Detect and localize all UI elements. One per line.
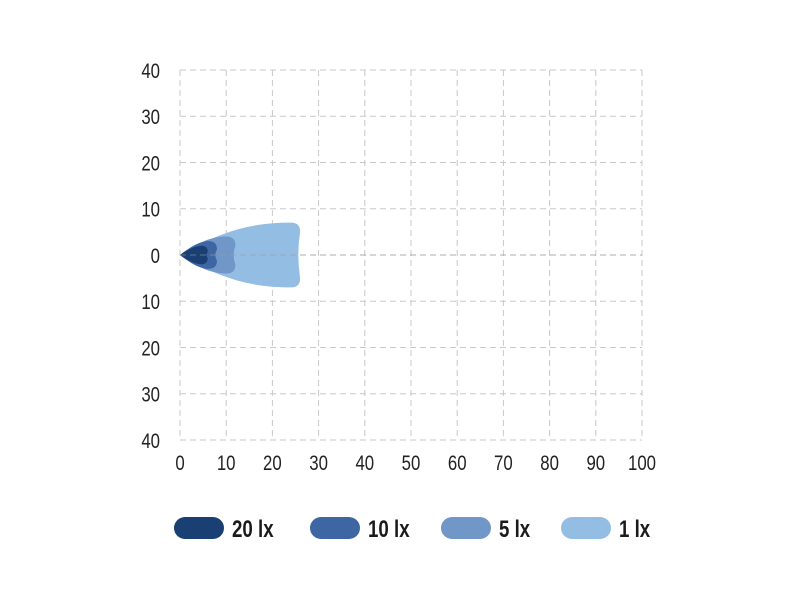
x-tick-label: 20 (263, 452, 282, 475)
x-tick-label: 50 (402, 452, 421, 475)
x-tick-label: 30 (309, 452, 328, 475)
y-tick-label: 30 (141, 384, 160, 407)
x-tick-label: 60 (448, 452, 467, 475)
x-tick-label: 0 (175, 452, 184, 475)
legend-swatch (174, 517, 224, 539)
legend-item: 10 lx (310, 516, 410, 543)
legend-label: 5 lx (499, 516, 530, 543)
y-tick-label: 10 (141, 292, 160, 315)
legend: 20 lx 10 lx 5 lx 1 lx (174, 516, 650, 543)
legend-swatch (561, 517, 611, 539)
y-tick-label: 40 (141, 60, 160, 83)
legend-label: 20 lx (232, 516, 274, 543)
y-tick-label: 10 (141, 199, 160, 222)
legend-swatch (310, 517, 360, 539)
x-axis-ticks: 0 10 20 30 40 50 60 70 80 90 100 (175, 452, 656, 475)
legend-label: 10 lx (368, 516, 410, 543)
x-tick-label: 90 (586, 452, 605, 475)
legend-item: 20 lx (174, 516, 274, 543)
y-tick-label: 40 (141, 430, 160, 453)
legend-label: 1 lx (619, 516, 650, 543)
y-axis-ticks: 40 30 20 10 0 10 20 30 40 (141, 60, 160, 453)
y-tick-label: 0 (151, 245, 160, 268)
x-tick-label: 80 (540, 452, 559, 475)
x-tick-label: 70 (494, 452, 513, 475)
legend-item: 1 lx (561, 516, 650, 543)
y-tick-label: 20 (141, 338, 160, 361)
x-tick-label: 100 (628, 452, 656, 475)
legend-swatch (441, 517, 491, 539)
legend-item: 5 lx (441, 516, 530, 543)
x-tick-label: 40 (355, 452, 374, 475)
y-tick-label: 20 (141, 153, 160, 176)
x-tick-label: 10 (217, 452, 236, 475)
beam-shapes (180, 222, 642, 288)
y-tick-label: 30 (141, 107, 160, 130)
